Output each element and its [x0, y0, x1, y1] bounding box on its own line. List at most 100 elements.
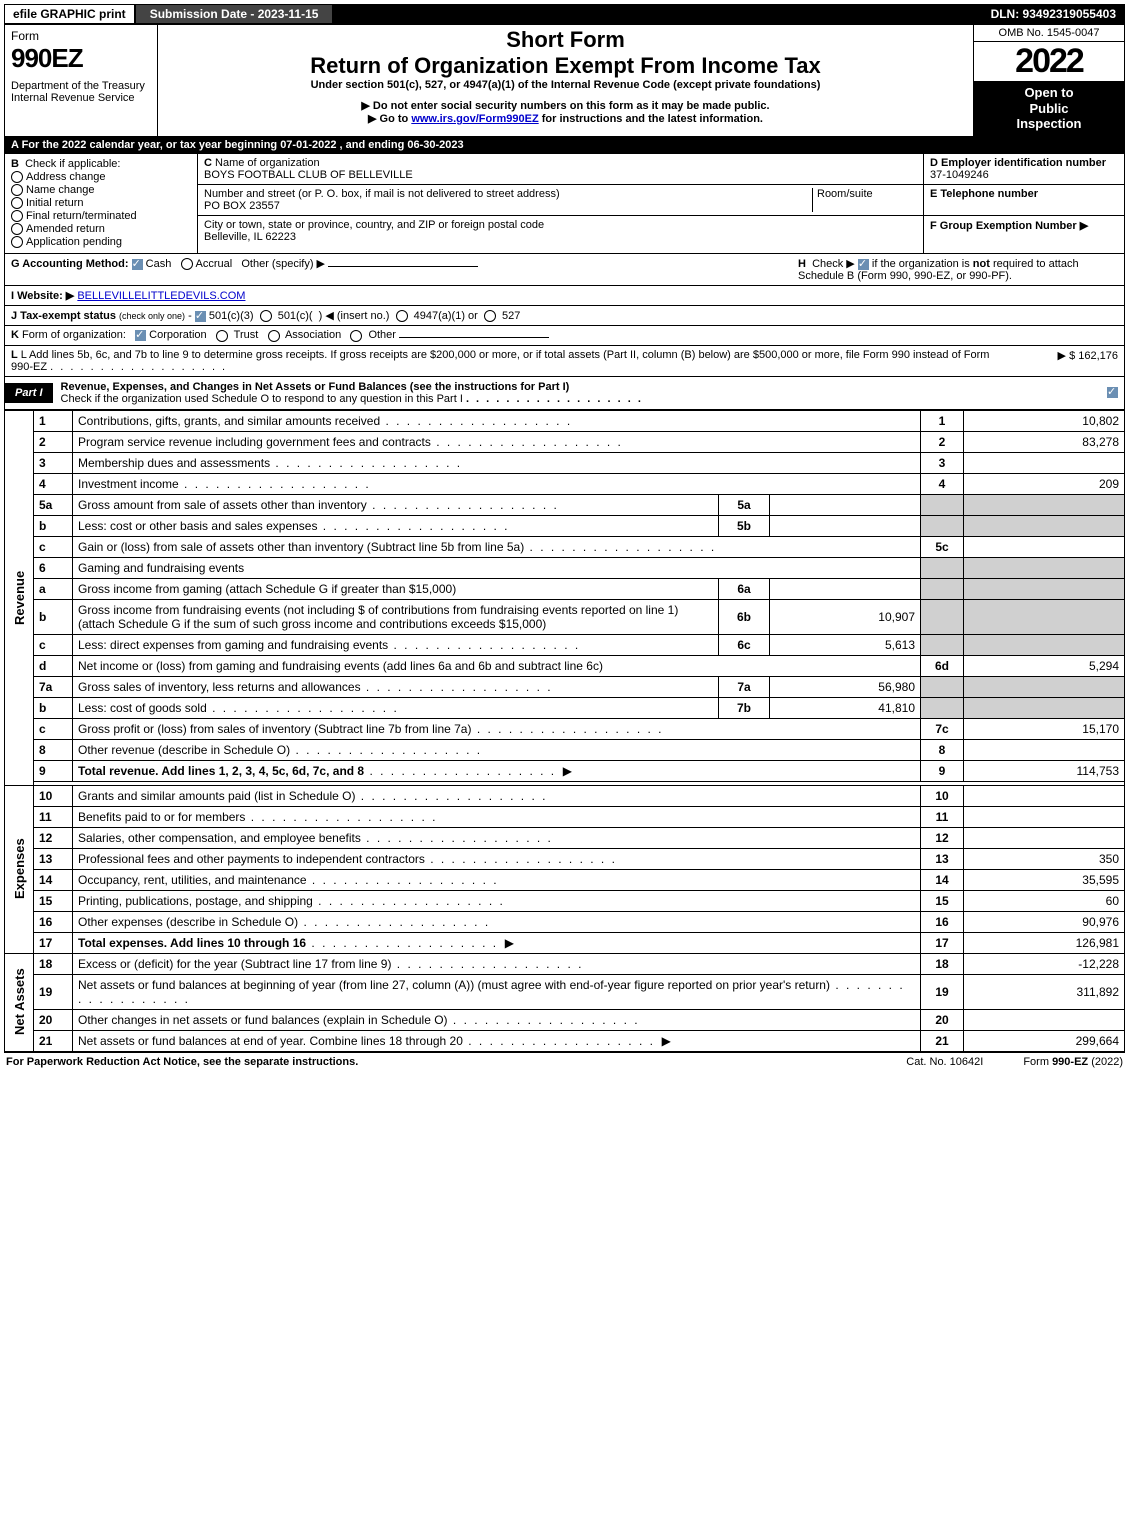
l-text: L L Add lines 5b, 6c, and 7b to line 9 t… [11, 349, 1008, 373]
l6c-num: c [34, 634, 73, 655]
l8-amt [964, 739, 1125, 760]
l5b-ln-grey [921, 515, 964, 536]
chk-527[interactable] [484, 310, 496, 322]
d-label: D Employer identification number [930, 157, 1106, 169]
instr-2: ▶ Go to www.irs.gov/Form990EZ for instru… [164, 112, 967, 125]
l5a-ln-grey [921, 494, 964, 515]
row-h: H Check ▶ if the organization is not req… [798, 257, 1118, 282]
page-footer: For Paperwork Reduction Act Notice, see … [4, 1052, 1125, 1068]
chk-amended-return[interactable] [11, 223, 23, 235]
submission-date: Submission Date - 2023-11-15 [136, 5, 335, 23]
opt-address-change: Address change [26, 171, 106, 183]
l4-num: 4 [34, 473, 73, 494]
line-14: 14 Occupancy, rent, utilities, and maint… [5, 869, 1125, 890]
g-cash: Cash [146, 258, 172, 270]
chk-501c3[interactable] [195, 311, 206, 322]
row-k: K Form of organization: Corporation Trus… [4, 326, 1125, 345]
form-header: Form 990EZ Department of the Treasury In… [4, 24, 1125, 137]
l-amount: ▶ $ 162,176 [1008, 349, 1118, 373]
l18-amt: -12,228 [964, 953, 1125, 974]
l6b-ln-grey [921, 599, 964, 634]
l6d-num: d [34, 655, 73, 676]
l3-ln: 3 [921, 452, 964, 473]
l6c-ln-grey [921, 634, 964, 655]
irs-link[interactable]: www.irs.gov/Form990EZ [411, 113, 538, 125]
row-g-h: G Accounting Method: Cash Accrual Other … [4, 254, 1125, 286]
l11-amt [964, 806, 1125, 827]
l5b-mn: 5b [719, 515, 770, 536]
l7b-mv: 41,810 [770, 697, 921, 718]
part-i-dots [466, 393, 643, 405]
lines-table: Revenue 1 Contributions, gifts, grants, … [4, 410, 1125, 1052]
chk-name-change[interactable] [11, 184, 23, 196]
line-6: 6 Gaming and fundraising events [5, 557, 1125, 578]
opt-initial-return: Initial return [26, 197, 83, 209]
line-6a: a Gross income from gaming (attach Sched… [5, 578, 1125, 599]
website-link[interactable]: BELLEVILLELITTLEDEVILS.COM [77, 290, 245, 302]
l12-amt [964, 827, 1125, 848]
k-other-input[interactable] [399, 337, 549, 338]
l1-desc: Contributions, gifts, grants, and simila… [78, 414, 380, 428]
chk-address-change[interactable] [11, 171, 23, 183]
l16-ln: 16 [921, 911, 964, 932]
footer-right: Form 990-EZ (2022) [1023, 1056, 1123, 1068]
l17-amt: 126,981 [964, 932, 1125, 953]
line-6b: b Gross income from fundraising events (… [5, 599, 1125, 634]
section-c: C Name of organization BOYS FOOTBALL CLU… [198, 154, 923, 254]
chk-initial-return[interactable] [11, 197, 23, 209]
l5b-mv [770, 515, 921, 536]
section-b: B Check if applicable: Address change Na… [5, 154, 198, 254]
g-accrual: Accrual [196, 258, 233, 270]
main-title: Return of Organization Exempt From Incom… [164, 53, 967, 79]
chk-trust[interactable] [216, 330, 228, 342]
l5b-desc: Less: cost or other basis and sales expe… [78, 519, 317, 533]
l17-ln: 17 [921, 932, 964, 953]
chk-cash[interactable] [132, 259, 143, 270]
l11-ln: 11 [921, 806, 964, 827]
l7c-amt: 15,170 [964, 718, 1125, 739]
l14-ln: 14 [921, 869, 964, 890]
l21-desc: Net assets or fund balances at end of ye… [78, 1034, 463, 1048]
g-other-input[interactable] [328, 266, 478, 267]
l18-desc: Excess or (deficit) for the year (Subtra… [78, 957, 391, 971]
line-16: 16 Other expenses (describe in Schedule … [5, 911, 1125, 932]
chk-4947a1[interactable] [396, 310, 408, 322]
l7a-amt-grey [964, 676, 1125, 697]
efile-print-label[interactable]: efile GRAPHIC print [5, 5, 136, 23]
chk-final-return[interactable] [11, 210, 23, 222]
instr-1: ▶ Do not enter social security numbers o… [164, 99, 967, 112]
section-d-e-f: D Employer identification number 37-1049… [923, 154, 1124, 254]
chk-h-schedule-b[interactable] [858, 259, 869, 270]
chk-corporation[interactable] [135, 330, 146, 341]
instr-2-pre: ▶ Go to [368, 113, 411, 125]
l21-num: 21 [34, 1030, 73, 1051]
row-a-period: A For the 2022 calendar year, or tax yea… [4, 137, 1125, 154]
l5a-amt-grey [964, 494, 1125, 515]
b-check-if: Check if applicable: [25, 158, 120, 170]
l9-amt: 114,753 [964, 760, 1125, 781]
l7a-desc: Gross sales of inventory, less returns a… [78, 680, 361, 694]
opt-amended-return: Amended return [26, 223, 105, 235]
line-20: 20 Other changes in net assets or fund b… [5, 1009, 1125, 1030]
l17-desc: Total expenses. Add lines 10 through 16 [78, 936, 306, 950]
l20-amt [964, 1009, 1125, 1030]
l6a-mv [770, 578, 921, 599]
l6a-mn: 6a [719, 578, 770, 599]
l10-amt [964, 785, 1125, 806]
l6b-mv: 10,907 [770, 599, 921, 634]
b-label: B [11, 158, 19, 170]
chk-other-org[interactable] [350, 330, 362, 342]
l6c-amt-grey [964, 634, 1125, 655]
l20-ln: 20 [921, 1009, 964, 1030]
l13-amt: 350 [964, 848, 1125, 869]
open-line-2: Public [976, 101, 1122, 117]
chk-501c[interactable] [260, 310, 272, 322]
l17-num: 17 [34, 932, 73, 953]
l9-ln: 9 [921, 760, 964, 781]
footer-cat-no: Cat. No. 10642I [866, 1056, 1023, 1068]
city-label: City or town, state or province, country… [204, 219, 544, 231]
chk-schedule-o-used[interactable] [1107, 387, 1118, 398]
chk-association[interactable] [268, 330, 280, 342]
chk-application-pending[interactable] [11, 236, 23, 248]
chk-accrual[interactable] [181, 258, 193, 270]
